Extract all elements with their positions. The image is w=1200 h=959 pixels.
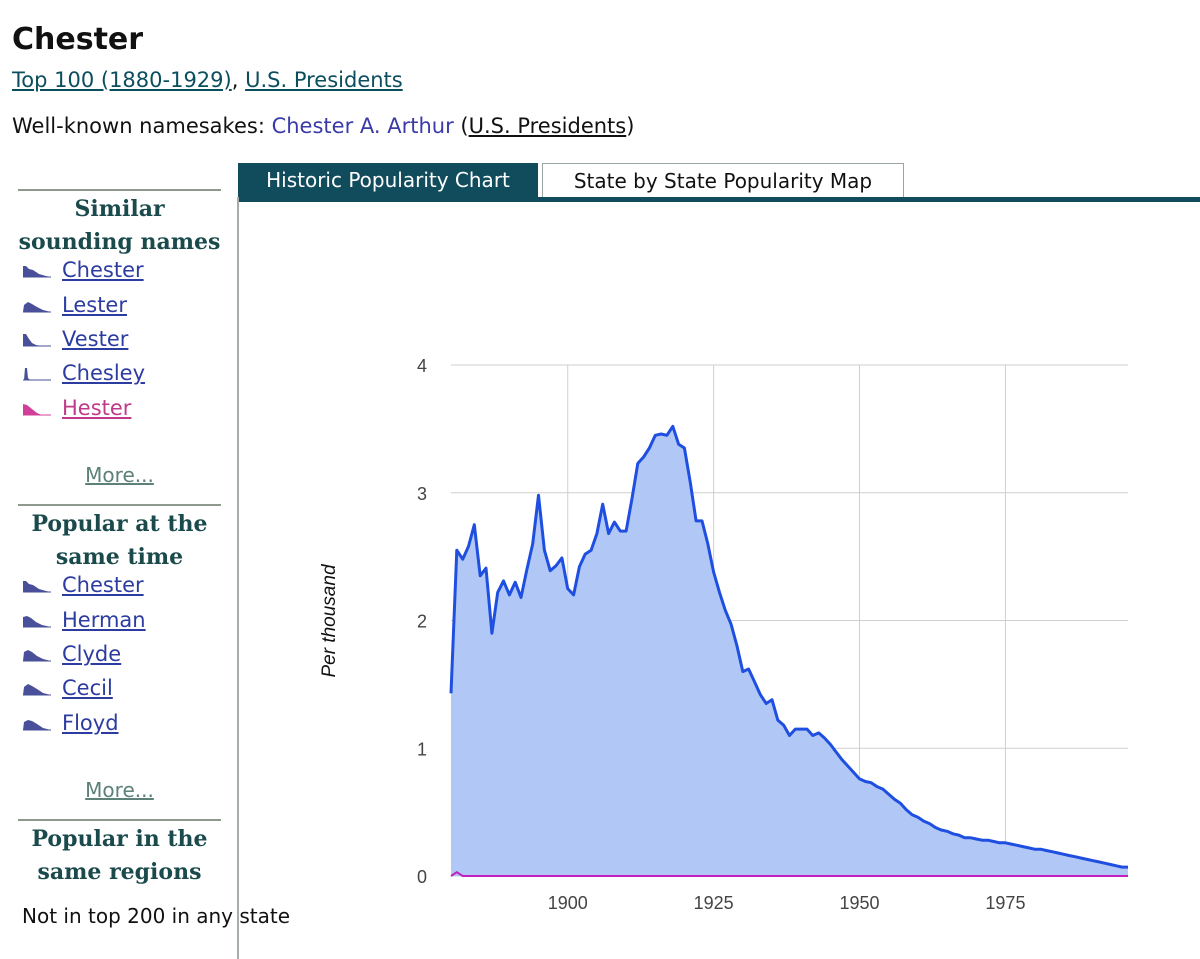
namesake-person-link[interactable]: Chester A. Arthur [271,114,454,138]
list-item: Lester [22,287,145,321]
popularity-sparkline-icon [23,333,51,347]
y-tick-label: 4 [417,356,427,376]
category-separator: , [231,68,246,92]
same-regions-heading: Popular in the same regions [31,826,208,885]
list-item: Chester [22,253,145,287]
y-tick-label: 1 [417,739,427,759]
sidebar-divider [18,819,221,821]
tab-state-popularity-map[interactable]: State by State Popularity Map [542,163,904,197]
chart-series [449,424,1128,877]
similar-name-link[interactable]: Lester [62,292,127,317]
category-link-top100[interactable]: Top 100 (1880-1929) [12,68,232,92]
regions-note: Not in top 200 in any state [22,904,291,928]
page-title: Chester [12,22,144,57]
namesake-category-link[interactable]: U.S. Presidents [468,114,627,138]
similar-name-link[interactable]: Chesley [62,361,146,386]
chart-axes: 0 1 2 3 4 1900 1925 1950 1975 Per thousand [319,356,1025,913]
series-line [449,424,1128,869]
x-tick-label: 1900 [548,893,588,913]
similar-name-link[interactable]: Hester [62,395,132,420]
list-item: Cecil [22,671,146,705]
y-tick-label: 0 [417,867,427,887]
category-links: Top 100 (1880-1929), U.S. Presidents [12,68,403,92]
list-item: Chester [22,568,146,602]
y-tick-label: 3 [417,484,427,504]
popularity-sparkline-icon [23,403,51,416]
popularity-sparkline-icon [23,301,51,313]
tab-bar-underline [239,197,1200,202]
same-time-more: More... [18,778,221,802]
series-line-female [450,871,1128,877]
similar-more: More... [18,463,221,487]
chart-panel-border [237,197,239,959]
popularity-sparkline-icon [23,581,51,593]
popularity-chart: 0 1 2 3 4 1900 1925 1950 1975 Per thousand [319,356,1128,913]
popularity-sparkline-icon [23,368,51,381]
list-item: Hester [22,391,145,425]
same-time-name-link[interactable]: Chester [62,573,144,598]
category-link-presidents[interactable]: U.S. Presidents [245,68,403,92]
same-time-name-link[interactable]: Cecil [62,676,113,701]
list-item: Chesley [22,356,145,390]
y-tick-label: 2 [417,612,427,632]
x-tick-label: 1975 [985,893,1025,913]
same-time-name-link[interactable]: Herman [62,607,146,632]
tab-historic-popularity-chart[interactable]: Historic Popularity Chart [238,163,538,197]
list-item: Clyde [22,637,146,671]
x-tick-label: 1925 [694,893,734,913]
list-item: Vester [22,322,145,356]
same-time-name-link[interactable]: Floyd [62,710,119,735]
y-axis-label: Per thousand [319,563,340,677]
similar-names-heading: Similar sounding names [18,196,221,255]
popularity-sparkline-icon [23,649,51,662]
popularity-sparkline-icon [23,615,51,628]
same-time-heading: Popular at the same time [31,511,208,570]
similar-name-link[interactable]: Chester [62,258,144,283]
list-item: Herman [22,602,146,636]
series-area-fill [451,426,1128,876]
popularity-sparkline-icon [23,684,51,696]
similar-name-link[interactable]: Vester [62,326,129,351]
x-tick-label: 1950 [840,893,880,913]
list-item: Floyd [22,706,146,740]
sidebar-divider [18,504,221,506]
popularity-sparkline-icon [23,266,51,278]
popularity-sparkline-icon [23,719,51,731]
namesakes-line: Well-known namesakes: Chester A. Arthur … [12,114,635,138]
more-link[interactable]: More... [85,463,154,487]
namesakes-label: Well-known namesakes: [12,114,272,138]
same-time-list: Chester Herman Clyde Cecil Floyd [22,568,146,740]
similar-names-list: Chester Lester Vester Chesley Hester [22,253,145,425]
more-link[interactable]: More... [85,778,154,802]
sidebar-divider [18,189,221,191]
same-time-name-link[interactable]: Clyde [62,641,122,666]
